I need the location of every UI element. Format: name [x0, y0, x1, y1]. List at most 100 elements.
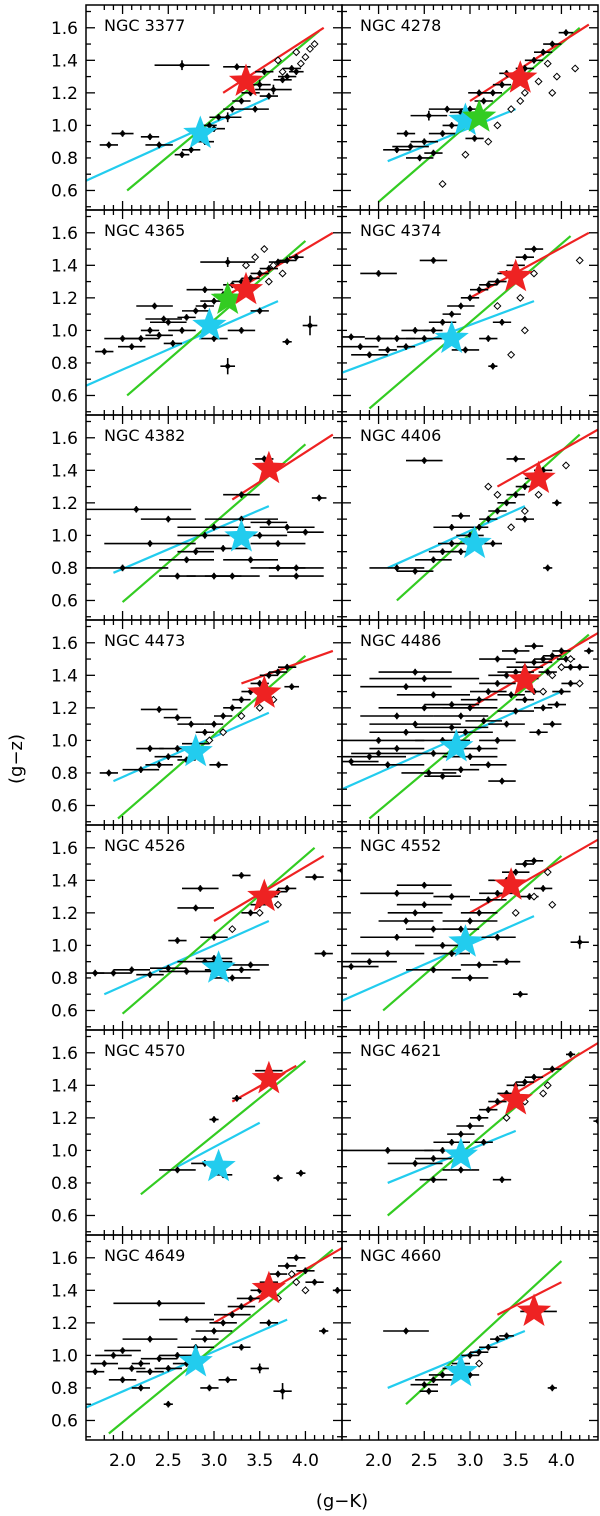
data-point: [256, 270, 264, 277]
data-point: [347, 758, 355, 765]
data-point: [489, 540, 497, 547]
data-point: [484, 335, 492, 342]
data-point: [494, 507, 501, 515]
data-point: [187, 720, 195, 728]
data-point: [420, 675, 428, 682]
panel-label: NGC 4473: [104, 631, 185, 650]
open-data-point: [543, 1081, 552, 1090]
data-point: [521, 515, 529, 523]
data-point: [466, 1352, 474, 1359]
data-point: [420, 881, 428, 889]
data-point: [210, 1116, 218, 1123]
data-point: [238, 327, 245, 334]
open-data-point: [548, 900, 557, 909]
data-point: [503, 720, 510, 728]
open-data-point: [502, 1113, 511, 1122]
data-point: [260, 455, 268, 463]
open-data-point: [566, 655, 575, 664]
red-fit-line: [496, 428, 598, 488]
cyan-star-marker: [178, 733, 213, 767]
panel-plot-area: [342, 632, 598, 820]
data-point: [430, 327, 437, 334]
open-data-point: [507, 523, 516, 532]
data-point: [137, 1360, 145, 1367]
open-data-point: [539, 687, 548, 696]
data-point: [224, 362, 232, 370]
data-point: [174, 1352, 181, 1359]
green-fit-line: [382, 855, 563, 1012]
data-point: [311, 1278, 318, 1286]
data-point: [155, 706, 163, 713]
data-point: [233, 1095, 241, 1102]
data-point: [384, 761, 392, 769]
panel-frame: [341, 414, 599, 621]
data-point: [521, 860, 529, 868]
data-point: [448, 701, 456, 708]
data-point: [292, 68, 300, 76]
red-star-marker: [251, 1270, 286, 1304]
data-point: [91, 969, 99, 977]
data-point: [247, 89, 254, 97]
panel-frame: [85, 4, 343, 211]
data-point: [164, 753, 172, 760]
panel-ngc-4374: NGC 4374: [341, 209, 599, 416]
data-point: [420, 901, 428, 909]
data-point: [448, 1138, 456, 1146]
data-point: [439, 548, 446, 555]
data-point: [238, 872, 245, 879]
data-point: [233, 63, 241, 71]
data-point: [430, 556, 437, 564]
data-point: [539, 655, 547, 663]
data-point: [420, 138, 428, 145]
data-point: [567, 1051, 574, 1058]
data-point: [402, 728, 410, 736]
open-data-point: [273, 900, 283, 909]
data-point: [393, 890, 401, 897]
data-point: [174, 937, 181, 944]
cyan-star-marker: [448, 102, 483, 136]
open-data-point: [241, 261, 251, 270]
data-point: [503, 672, 510, 679]
data-point: [411, 327, 419, 334]
data-point: [439, 1147, 446, 1154]
data-point: [151, 302, 158, 310]
data-point: [210, 933, 218, 941]
data-point: [503, 1332, 510, 1340]
open-data-point: [575, 256, 584, 265]
panel-frame: [341, 209, 599, 416]
data-point: [466, 974, 474, 982]
data-point: [274, 1270, 282, 1278]
green-fit-line: [121, 846, 316, 1015]
panel-ngc-4382: NGC 4382 0.6 0.8 1.0 1.2 1.4 1.6: [51, 414, 343, 621]
cyan-star-marker: [443, 1137, 478, 1170]
open-data-point: [205, 736, 214, 745]
y-tick-label: 1.2: [51, 289, 78, 309]
data-point: [494, 680, 501, 687]
data-point: [164, 318, 172, 326]
panel-ngc-4552: NGC 4552: [341, 824, 599, 1031]
data-point: [247, 1295, 254, 1302]
open-data-point: [520, 506, 529, 515]
data-point: [169, 340, 177, 347]
panel-label: NGC 4621: [360, 1041, 441, 1060]
data-point: [480, 97, 488, 105]
x-tick-label: 3.0: [456, 1451, 483, 1471]
data-point: [215, 761, 222, 769]
cyan-star-marker: [439, 728, 474, 762]
y-tick-label: 1.4: [51, 1281, 78, 1301]
data-point: [576, 938, 584, 946]
data-point: [430, 1376, 437, 1384]
open-data-point: [260, 245, 269, 254]
y-tick-label: 0.6: [51, 386, 78, 406]
data-point: [302, 1267, 309, 1275]
y-tick-label: 0.8: [51, 764, 78, 784]
data-point: [430, 691, 437, 699]
panel-label: NGC 4649: [104, 1246, 185, 1265]
data-point: [183, 314, 190, 321]
data-point: [430, 925, 437, 933]
data-point: [457, 302, 465, 310]
x-tick-label: 4.0: [548, 1451, 575, 1471]
data-point: [494, 1335, 501, 1343]
data-point: [402, 917, 410, 925]
red-fit-line: [213, 854, 325, 922]
